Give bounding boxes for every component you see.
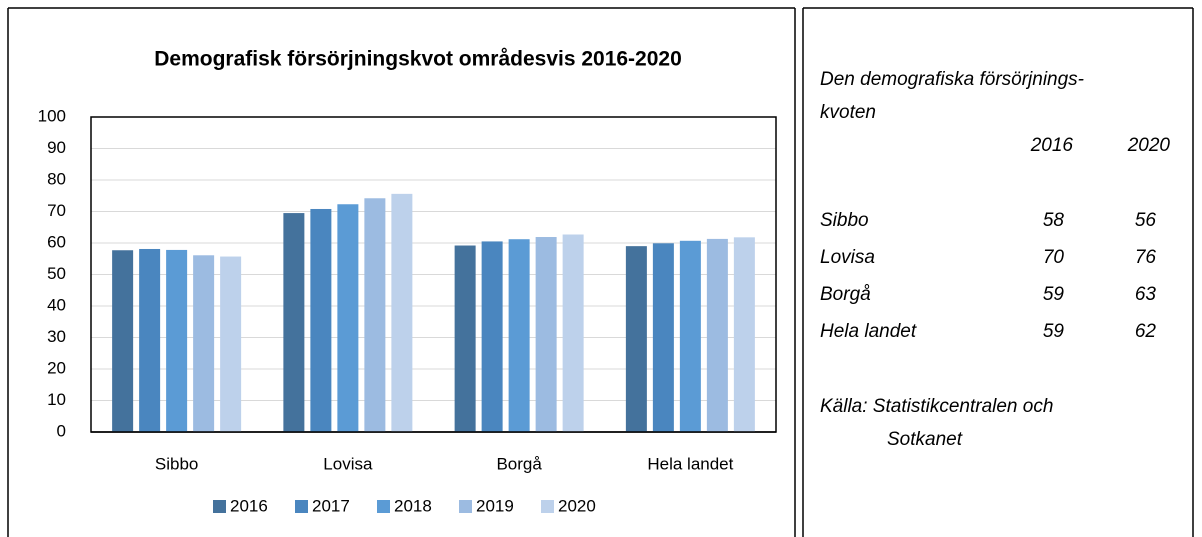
- y-tick-label: 80: [47, 169, 66, 188]
- column-header: 2020: [1127, 135, 1171, 156]
- cell: 59: [1043, 284, 1065, 305]
- y-tick-label: 60: [47, 232, 66, 251]
- bar: [337, 204, 359, 432]
- bar: [679, 240, 701, 432]
- legend-swatch: [377, 500, 390, 513]
- source: Sotkanet: [887, 429, 963, 450]
- legend-swatch: [459, 500, 472, 513]
- panel-heading: Den demografiska försörjnings-: [820, 69, 1084, 90]
- legend-label: 2016: [230, 496, 268, 515]
- y-tick-label: 30: [47, 327, 66, 346]
- bar: [562, 234, 584, 432]
- bar: [706, 238, 728, 432]
- row-label: Hela landet: [820, 321, 917, 342]
- bar: [193, 255, 215, 432]
- row-label: Sibbo: [820, 210, 869, 231]
- bar: [535, 237, 557, 432]
- cell: 63: [1135, 284, 1157, 305]
- bar: [283, 213, 305, 432]
- y-tick-label: 40: [47, 295, 66, 314]
- row-label: Borgå: [820, 284, 871, 305]
- bar: [166, 249, 188, 432]
- source: Källa: Statistikcentralen och: [820, 396, 1053, 417]
- bar: [310, 208, 332, 432]
- y-tick-label: 50: [47, 264, 66, 283]
- bar: [220, 256, 242, 432]
- column-header: 2016: [1030, 135, 1074, 156]
- legend-label: 2018: [394, 496, 432, 515]
- bar: [364, 198, 386, 432]
- x-tick-label: Hela landet: [647, 454, 733, 473]
- panel-heading: kvoten: [820, 102, 876, 123]
- legend-label: 2019: [476, 496, 514, 515]
- legend-label: 2020: [558, 496, 596, 515]
- y-tick-label: 0: [57, 421, 66, 440]
- y-tick-label: 10: [47, 390, 66, 409]
- y-tick-label: 90: [47, 138, 66, 157]
- legend-label: 2017: [312, 496, 350, 515]
- cell: 59: [1043, 321, 1065, 342]
- cell: 58: [1043, 210, 1065, 231]
- bar: [508, 239, 530, 432]
- y-tick-label: 70: [47, 201, 66, 220]
- bar: [454, 245, 476, 432]
- bar: [139, 248, 161, 432]
- y-tick-label: 100: [38, 106, 66, 125]
- cell: 62: [1135, 321, 1157, 342]
- legend-swatch: [213, 500, 226, 513]
- y-tick-label: 20: [47, 358, 66, 377]
- cell: 70: [1043, 247, 1065, 268]
- bar: [391, 193, 413, 432]
- chart-title: Demografisk försörjningskvot områdesvis …: [154, 48, 682, 71]
- bar: [625, 246, 647, 432]
- bar: [733, 237, 755, 432]
- x-tick-label: Sibbo: [155, 454, 198, 473]
- cell: 76: [1135, 247, 1157, 268]
- legend-swatch: [295, 500, 308, 513]
- row-label: Lovisa: [820, 247, 875, 268]
- x-tick-label: Borgå: [496, 454, 542, 473]
- bar: [112, 250, 134, 432]
- x-tick-label: Lovisa: [323, 454, 373, 473]
- bar: [652, 243, 674, 432]
- legend-swatch: [541, 500, 554, 513]
- bar: [481, 241, 503, 432]
- cell: 56: [1135, 210, 1157, 231]
